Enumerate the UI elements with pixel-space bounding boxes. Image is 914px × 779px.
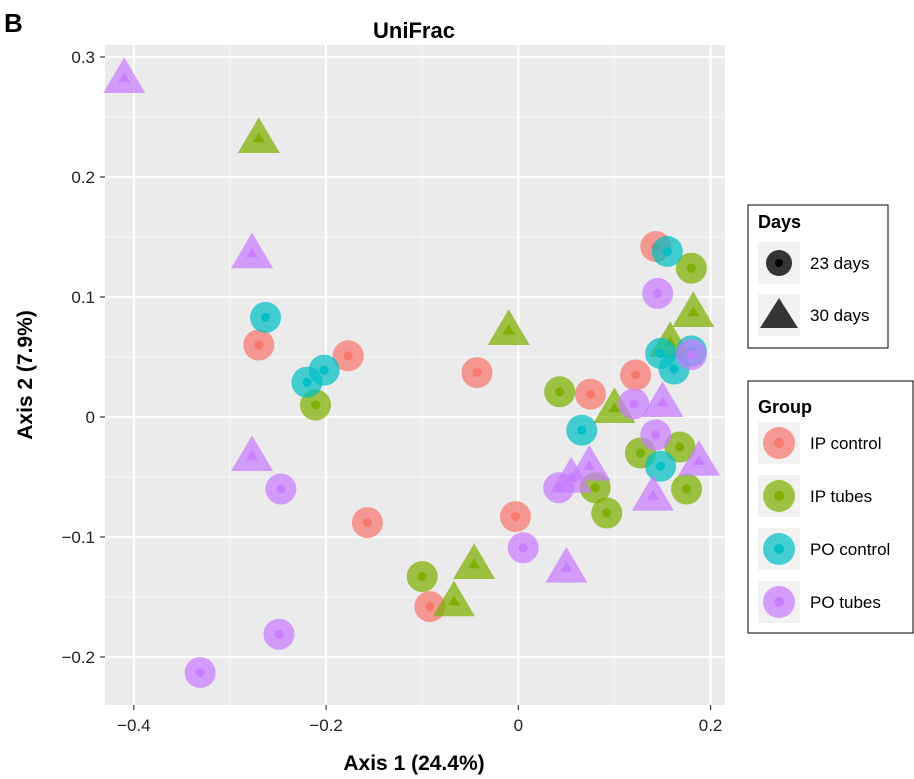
legend-days: Days 23 days 30 days <box>747 204 889 349</box>
x-tick-label: −0.4 <box>117 716 151 735</box>
x-axis-title: Axis 1 (24.4%) <box>343 752 484 775</box>
data-point-circle-core <box>682 484 692 494</box>
y-tick-label: 0 <box>86 408 95 427</box>
data-point-circle-core <box>656 461 666 471</box>
data-point-triangle-core <box>252 132 265 143</box>
data-point-circle-core <box>343 351 353 361</box>
data-point-circle-core <box>555 387 565 397</box>
panel-letter: B <box>4 8 23 38</box>
x-tick-label: 0.2 <box>699 716 723 735</box>
data-point-triangle-core <box>502 324 515 335</box>
data-point-circle-core <box>662 246 672 256</box>
data-point-circle-core <box>518 543 528 553</box>
data-point-triangle-core <box>560 562 573 572</box>
legend-group-label: IP tubes <box>810 487 872 506</box>
data-point-circle-core <box>590 483 600 493</box>
data-point-circle-core <box>276 484 286 494</box>
legend-group-label: PO control <box>810 540 890 559</box>
legend-group-label: IP control <box>810 434 882 453</box>
chart-title: UniFrac <box>373 18 455 43</box>
data-point-triangle-core <box>583 460 596 470</box>
legend-group-title: Group <box>758 397 812 417</box>
data-point-circle-core <box>472 368 482 378</box>
legend-group-swatch-core <box>774 544 784 554</box>
x-tick-label: −0.2 <box>309 716 343 735</box>
data-point-triangle-core <box>246 450 259 461</box>
data-point-circle-core <box>585 389 595 399</box>
data-point-circle-core <box>274 629 284 639</box>
data-point-circle-core <box>425 602 435 612</box>
y-tick-label: −0.1 <box>61 528 95 547</box>
data-point-triangle-core <box>687 306 700 317</box>
data-point-circle-core <box>686 350 696 360</box>
data-point-triangle-core <box>646 490 659 500</box>
data-point-circle-core <box>675 442 685 452</box>
data-point-circle-core <box>510 512 520 522</box>
y-tick-label: 0.1 <box>71 288 95 307</box>
y-axis-title: Axis 2 (7.9%) <box>14 310 37 440</box>
y-tick-label: 0.2 <box>71 168 95 187</box>
legend-group-swatch-core <box>774 491 784 501</box>
data-point-circle-core <box>195 668 205 678</box>
data-point-triangle-core <box>608 402 621 413</box>
data-point-circle-core <box>254 340 264 350</box>
data-point-circle-core <box>362 518 372 528</box>
data-point-circle-core <box>686 263 696 273</box>
data-point-circle-core <box>629 399 639 409</box>
data-point-circle-core <box>577 425 587 435</box>
data-point-triangle-core <box>693 455 706 465</box>
data-point-circle-core <box>635 448 645 458</box>
legend-group-label: PO tubes <box>810 593 881 612</box>
data-point-circle-core <box>653 288 663 298</box>
data-point-circle-core <box>602 508 612 518</box>
data-point-circle-core <box>417 572 427 582</box>
legend-triangle-icon <box>760 298 798 328</box>
axes: −0.4 −0.2 0 0.2 −0.2 −0.1 0 0.1 0.2 0.3 <box>61 48 722 735</box>
legend-group-swatch-core <box>774 438 784 448</box>
legend-group: Group IP control IP tubes PO control PO tub… <box>747 380 914 634</box>
legend-group-swatch-core <box>774 597 784 607</box>
data-point-triangle-core <box>447 595 460 606</box>
y-tick-label: 0.3 <box>71 48 95 67</box>
data-points <box>103 57 721 689</box>
data-point-circle-core <box>631 370 641 380</box>
data-point-circle-core <box>319 365 329 375</box>
legend-days-label: 23 days <box>810 254 870 273</box>
legend-circle-icon-core <box>775 259 783 267</box>
data-point-circle-core <box>261 312 271 322</box>
data-point-circle-core <box>656 348 666 358</box>
data-point-triangle-core <box>468 558 481 569</box>
data-point-circle-core <box>302 377 312 387</box>
data-point-circle-core <box>669 364 679 374</box>
y-tick-label: −0.2 <box>61 648 95 667</box>
x-tick-label: 0 <box>514 716 523 735</box>
data-point-triangle-core <box>246 247 259 258</box>
legend-days-title: Days <box>758 212 801 232</box>
legend-days-label: 30 days <box>810 306 870 325</box>
data-point-circle-core <box>651 430 661 440</box>
data-point-triangle-core <box>656 396 669 407</box>
data-point-triangle-core <box>118 72 131 83</box>
data-point-circle-core <box>311 400 321 410</box>
